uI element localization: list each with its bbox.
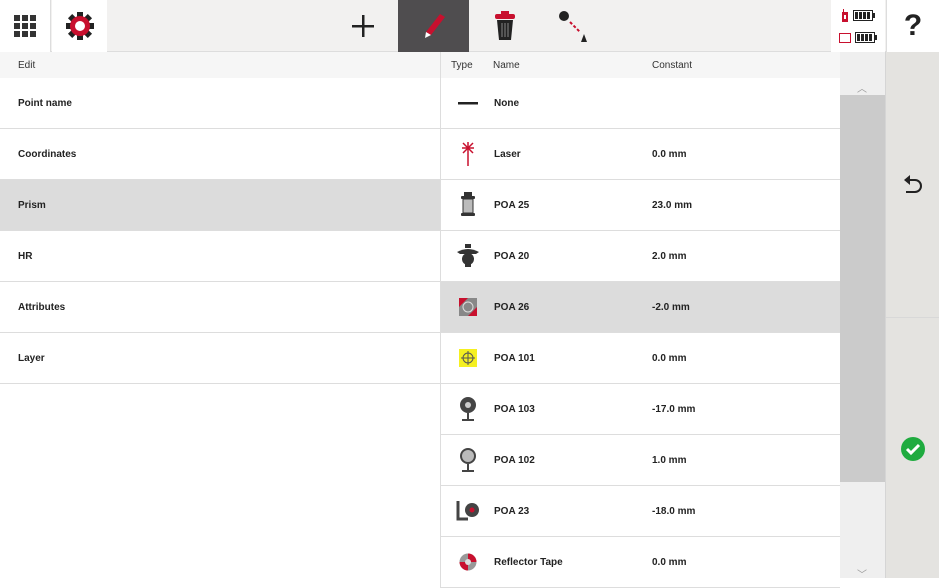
measure-button[interactable] bbox=[550, 0, 600, 52]
undo-button[interactable] bbox=[886, 52, 939, 318]
prism-constant: 0.0 mm bbox=[652, 352, 687, 364]
prism-status-icon bbox=[839, 32, 851, 43]
prism-constant: 2.0 mm bbox=[652, 250, 687, 262]
prism-name: Reflector Tape bbox=[494, 556, 563, 568]
battery-icon bbox=[855, 32, 877, 43]
scrollbar[interactable]: ︿ ﹀ bbox=[840, 78, 885, 581]
prism-row[interactable]: Reflector Tape 0.0 mm bbox=[440, 537, 840, 588]
prism-poa102-icon bbox=[455, 447, 481, 473]
scroll-header bbox=[840, 52, 885, 78]
prism-name: POA 103 bbox=[494, 403, 535, 415]
scroll-thumb[interactable] bbox=[840, 95, 885, 482]
column-type: Type bbox=[451, 59, 473, 71]
prism-row[interactable]: POA 25 23.0 mm bbox=[440, 180, 840, 231]
distance-icon bbox=[559, 11, 587, 42]
delete-button[interactable] bbox=[480, 0, 530, 52]
confirm-button[interactable] bbox=[886, 319, 939, 578]
apps-button[interactable] bbox=[0, 0, 51, 52]
prism-name: POA 20 bbox=[494, 250, 530, 262]
help-button[interactable]: ? bbox=[886, 0, 939, 52]
prism-name: POA 26 bbox=[494, 301, 530, 313]
prism-poa25-icon bbox=[455, 192, 481, 218]
prism-constant: 0.0 mm bbox=[652, 556, 687, 568]
edit-button[interactable] bbox=[398, 0, 469, 52]
prism-constant: 0.0 mm bbox=[652, 148, 687, 160]
edit-item-label: Point name bbox=[18, 97, 72, 109]
laser-icon bbox=[455, 141, 481, 167]
reflector-tape-icon bbox=[455, 549, 481, 575]
gear-icon bbox=[65, 12, 94, 40]
apps-grid-icon bbox=[14, 15, 36, 37]
instrument-battery bbox=[841, 9, 875, 22]
action-sidebar bbox=[885, 52, 939, 578]
prism-name: POA 25 bbox=[494, 199, 530, 211]
add-button[interactable] bbox=[338, 0, 388, 52]
edit-item-layer[interactable]: Layer bbox=[0, 333, 440, 384]
edit-item-point-name[interactable]: Point name bbox=[0, 78, 440, 129]
target-poa101-icon bbox=[455, 345, 481, 371]
prism-name: Laser bbox=[494, 148, 521, 160]
prism-row[interactable]: POA 23 -18.0 mm bbox=[440, 486, 840, 537]
prism-table-header: Type Name Constant bbox=[440, 52, 840, 78]
edit-header: Edit bbox=[0, 52, 440, 78]
prism-row[interactable]: POA 101 0.0 mm bbox=[440, 333, 840, 384]
prism-row[interactable]: Laser 0.0 mm bbox=[440, 129, 840, 180]
prism-constant: 1.0 mm bbox=[652, 454, 687, 466]
edit-item-prism[interactable]: Prism bbox=[0, 180, 440, 231]
settings-button[interactable] bbox=[52, 0, 107, 52]
column-constant: Constant bbox=[652, 59, 693, 71]
prism-row[interactable]: None bbox=[440, 78, 840, 129]
prism-row[interactable]: POA 102 1.0 mm bbox=[440, 435, 840, 486]
controller-battery bbox=[839, 32, 877, 43]
edit-item-label: Attributes bbox=[18, 301, 66, 313]
check-circle-icon bbox=[900, 436, 925, 461]
none-dash-icon bbox=[455, 90, 481, 116]
prism-name: POA 23 bbox=[494, 505, 530, 517]
prism-constant: -2.0 mm bbox=[652, 301, 690, 313]
battery-icon bbox=[853, 10, 875, 21]
edit-item-label: Prism bbox=[18, 199, 46, 211]
pencil-icon bbox=[424, 14, 445, 38]
prism-row[interactable]: POA 103 -17.0 mm bbox=[440, 384, 840, 435]
prism-poa23-icon bbox=[455, 498, 481, 524]
prism-constant: -17.0 mm bbox=[652, 403, 696, 415]
prism-poa103-icon bbox=[455, 396, 481, 422]
plus-icon bbox=[352, 15, 374, 37]
prism-row[interactable]: POA 26 -2.0 mm bbox=[440, 282, 840, 333]
toolbar: ? bbox=[0, 0, 939, 52]
undo-icon bbox=[903, 174, 922, 193]
status-area bbox=[831, 0, 885, 52]
target-poa26-icon bbox=[455, 294, 481, 320]
edit-item-hr[interactable]: HR bbox=[0, 231, 440, 282]
edit-item-label: HR bbox=[18, 250, 33, 262]
edit-item-attributes[interactable]: Attributes bbox=[0, 282, 440, 333]
scroll-down-icon[interactable]: ﹀ bbox=[857, 570, 867, 581]
column-name: Name bbox=[493, 59, 520, 71]
prism-row[interactable]: POA 20 2.0 mm bbox=[440, 231, 840, 282]
trash-icon bbox=[495, 11, 515, 40]
prism-poa20-icon bbox=[455, 243, 481, 269]
prism-name: None bbox=[494, 97, 519, 109]
edit-item-coordinates[interactable]: Coordinates bbox=[0, 129, 440, 180]
prism-constant: 23.0 mm bbox=[652, 199, 693, 211]
edit-header-label: Edit bbox=[18, 59, 36, 71]
prism-constant: -18.0 mm bbox=[652, 505, 696, 517]
scroll-up-icon[interactable]: ︿ bbox=[857, 84, 867, 95]
prism-name: POA 102 bbox=[494, 454, 535, 466]
edit-item-label: Coordinates bbox=[18, 148, 77, 160]
edit-item-label: Layer bbox=[18, 352, 45, 364]
prism-name: POA 101 bbox=[494, 352, 535, 364]
radio-icon bbox=[842, 9, 848, 22]
